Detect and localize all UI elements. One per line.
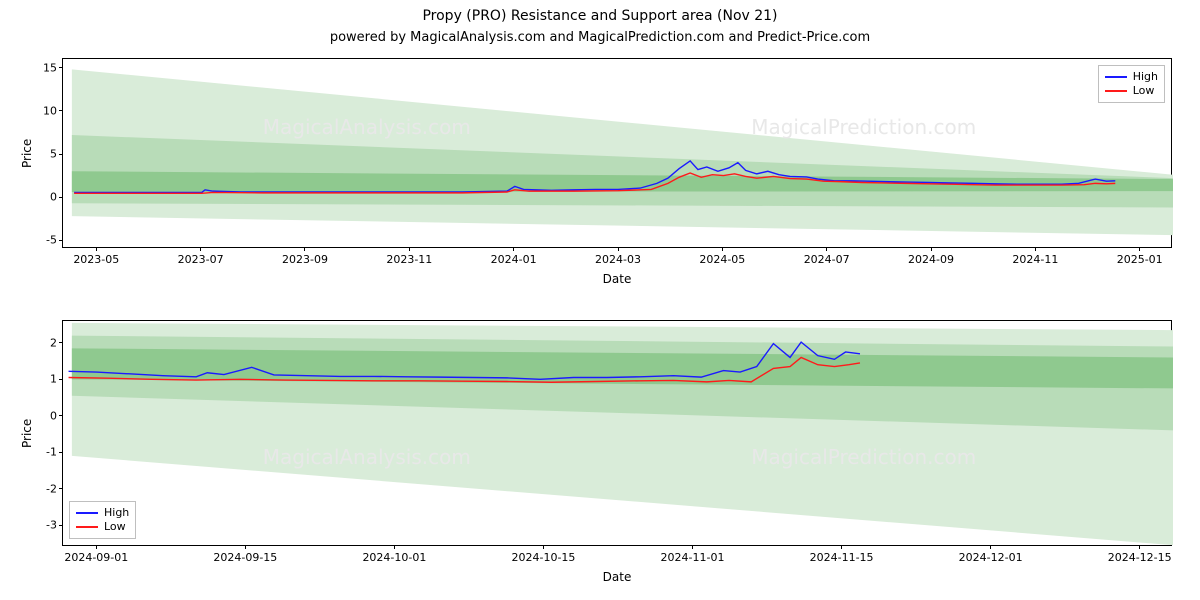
y-tick-label: 5 xyxy=(50,148,57,161)
top-chart-svg xyxy=(63,59,1173,249)
x-tick-label: 2024-07 xyxy=(804,253,850,266)
legend-item-high: High xyxy=(76,506,129,520)
y-tick-mark xyxy=(59,240,63,241)
y-tick-mark xyxy=(59,67,63,68)
x-tick-mark xyxy=(245,545,246,549)
chart-subtitle: powered by MagicalAnalysis.com and Magic… xyxy=(0,30,1200,45)
y-tick-mark xyxy=(59,154,63,155)
x-tick-mark xyxy=(1139,545,1140,549)
x-tick-mark xyxy=(96,247,97,251)
x-tick-label: 2024-11-01 xyxy=(661,551,725,564)
bottom-chart-panel: MagicalAnalysis.com MagicalPrediction.co… xyxy=(62,320,1172,546)
x-tick-mark xyxy=(409,247,410,251)
y-tick-mark xyxy=(59,110,63,111)
y-tick-mark xyxy=(59,488,63,489)
x-tick-label: 2024-11-15 xyxy=(810,551,874,564)
legend: High Low xyxy=(69,501,136,539)
x-tick-mark xyxy=(722,247,723,251)
legend-item-low: Low xyxy=(76,520,129,534)
y-tick-mark xyxy=(59,415,63,416)
y-tick-mark xyxy=(59,342,63,343)
y-tick-label: 15 xyxy=(43,61,57,74)
x-tick-mark xyxy=(394,545,395,549)
x-tick-label: 2023-09 xyxy=(282,253,328,266)
x-tick-label: 2024-09-01 xyxy=(64,551,128,564)
x-tick-label: 2023-05 xyxy=(73,253,119,266)
legend-label-high: High xyxy=(104,506,129,520)
x-tick-mark xyxy=(841,545,842,549)
x-tick-label: 2024-05 xyxy=(699,253,745,266)
x-tick-mark xyxy=(931,247,932,251)
y-axis-label-bottom: Price xyxy=(20,419,34,448)
y-tick-mark xyxy=(59,197,63,198)
legend-swatch-low xyxy=(76,526,98,528)
legend-item-high: High xyxy=(1105,70,1158,84)
chart-title: Propy (PRO) Resistance and Support area … xyxy=(0,8,1200,24)
x-tick-label: 2024-01 xyxy=(491,253,537,266)
legend: High Low xyxy=(1098,65,1165,103)
x-tick-label: 2024-12-15 xyxy=(1108,551,1172,564)
x-tick-mark xyxy=(96,545,97,549)
x-tick-mark xyxy=(990,545,991,549)
x-tick-mark xyxy=(543,545,544,549)
x-tick-label: 2024-09-15 xyxy=(213,551,277,564)
y-tick-label: -2 xyxy=(46,482,57,495)
x-tick-mark xyxy=(692,545,693,549)
x-tick-mark xyxy=(826,247,827,251)
y-tick-label: 0 xyxy=(50,409,57,422)
bottom-chart-svg xyxy=(63,321,1173,547)
x-tick-mark xyxy=(513,247,514,251)
y-tick-label: 10 xyxy=(43,104,57,117)
x-tick-label: 2023-07 xyxy=(178,253,224,266)
x-tick-label: 2024-10-01 xyxy=(362,551,426,564)
y-tick-mark xyxy=(59,379,63,380)
y-tick-label: 2 xyxy=(50,336,57,349)
top-chart-panel: MagicalAnalysis.com MagicalPrediction.co… xyxy=(62,58,1172,248)
x-tick-mark xyxy=(304,247,305,251)
x-tick-mark xyxy=(618,247,619,251)
x-axis-label-top: Date xyxy=(62,272,1172,286)
x-tick-label: 2024-12-01 xyxy=(959,551,1023,564)
x-tick-label: 2024-11 xyxy=(1012,253,1058,266)
legend-item-low: Low xyxy=(1105,84,1158,98)
legend-label-high: High xyxy=(1133,70,1158,84)
y-tick-mark xyxy=(59,525,63,526)
y-tick-label: 1 xyxy=(50,373,57,386)
legend-swatch-high xyxy=(76,512,98,514)
x-axis-label-bottom: Date xyxy=(62,570,1172,584)
y-tick-label: -1 xyxy=(46,446,57,459)
x-tick-label: 2024-09 xyxy=(908,253,954,266)
y-axis-label-top: Price xyxy=(20,139,34,168)
x-tick-label: 2025-01 xyxy=(1117,253,1163,266)
legend-label-low: Low xyxy=(1133,84,1155,98)
x-tick-mark xyxy=(1035,247,1036,251)
x-tick-mark xyxy=(1139,247,1140,251)
legend-swatch-low xyxy=(1105,90,1127,92)
y-tick-mark xyxy=(59,452,63,453)
figure: Propy (PRO) Resistance and Support area … xyxy=(0,0,1200,600)
x-tick-label: 2023-11 xyxy=(386,253,432,266)
y-tick-label: -5 xyxy=(46,234,57,247)
legend-swatch-high xyxy=(1105,76,1127,78)
x-tick-label: 2024-10-15 xyxy=(512,551,576,564)
x-tick-label: 2024-03 xyxy=(595,253,641,266)
y-tick-label: -3 xyxy=(46,519,57,532)
y-tick-label: 0 xyxy=(50,191,57,204)
legend-label-low: Low xyxy=(104,520,126,534)
x-tick-mark xyxy=(200,247,201,251)
